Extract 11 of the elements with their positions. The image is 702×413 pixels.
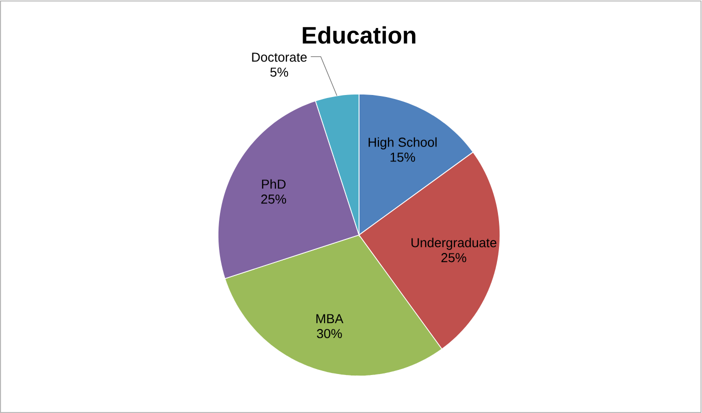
slice-label: Undergraduate [412, 238, 496, 250]
data-label: 5% [270, 68, 288, 77]
data-label: 25% [441, 253, 466, 262]
data-label: 30% [316, 329, 342, 338]
data-label: 15% [390, 152, 416, 162]
slice-label: High School [368, 137, 437, 150]
slice-label: Doctorate [252, 52, 307, 62]
data-label: 25% [261, 194, 286, 204]
slice-label: PhD [262, 179, 286, 189]
slice-label: MBA [316, 314, 344, 324]
chart-title: Education [302, 26, 416, 44]
